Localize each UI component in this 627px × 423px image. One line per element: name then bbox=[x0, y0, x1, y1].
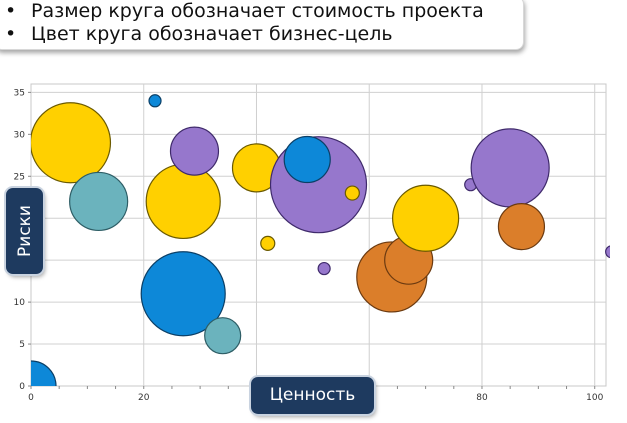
y-tick-label: 35 bbox=[14, 88, 25, 98]
legend-item-size-text: Размер круга обозначает стоимость проект… bbox=[31, 0, 484, 22]
bubble-purple-20 bbox=[605, 245, 610, 259]
x-tick-label: 100 bbox=[586, 393, 603, 403]
legend-item-color: • Цвет круга обозначает бизнес-цель bbox=[5, 23, 393, 45]
bubble-yellow-16 bbox=[392, 184, 460, 252]
y-axis-label-text: Риски bbox=[14, 205, 35, 257]
bubble-yellow-9 bbox=[260, 235, 276, 251]
bubble-blue-2 bbox=[31, 360, 57, 386]
x-tick-label: 0 bbox=[28, 393, 34, 403]
bubble-orange-19 bbox=[497, 203, 546, 251]
bubble-blue-6 bbox=[140, 251, 226, 337]
x-axis-label: Ценность bbox=[251, 377, 374, 414]
y-axis-label: Риски bbox=[6, 188, 43, 274]
bubble-purple-13 bbox=[317, 261, 331, 276]
bubble-yellow-12 bbox=[344, 185, 360, 201]
bubble-blue-11 bbox=[283, 135, 331, 184]
bubble-yellow-4 bbox=[145, 163, 221, 240]
legend-box: • Размер круга обозначает стоимость проек… bbox=[0, 0, 524, 50]
legend-item-size: • Размер круга обозначает стоимость проек… bbox=[5, 0, 484, 22]
legend-bullet: • bbox=[5, 23, 17, 45]
y-tick-label: 25 bbox=[14, 172, 25, 182]
bubble-purple-18 bbox=[470, 128, 550, 208]
legend-item-color-text: Цвет круга обозначает бизнес-цель bbox=[31, 23, 393, 45]
bubbles bbox=[31, 94, 610, 386]
y-tick-label: 10 bbox=[14, 298, 26, 308]
y-tick-label: 0 bbox=[19, 382, 25, 392]
x-tick-label: 80 bbox=[476, 393, 488, 403]
legend-bullet: • bbox=[5, 0, 17, 22]
bubble-teal-1 bbox=[69, 171, 129, 232]
bubble-yellow-0 bbox=[31, 102, 112, 184]
y-tick-label: 30 bbox=[14, 130, 26, 140]
x-tick-label: 20 bbox=[138, 393, 150, 403]
y-tick-label: 5 bbox=[19, 340, 25, 350]
bubble-purple-5 bbox=[169, 126, 220, 176]
bubble-blue-3 bbox=[148, 94, 162, 108]
x-axis-label-text: Ценность bbox=[269, 385, 356, 405]
bubble-teal-7 bbox=[204, 317, 242, 355]
